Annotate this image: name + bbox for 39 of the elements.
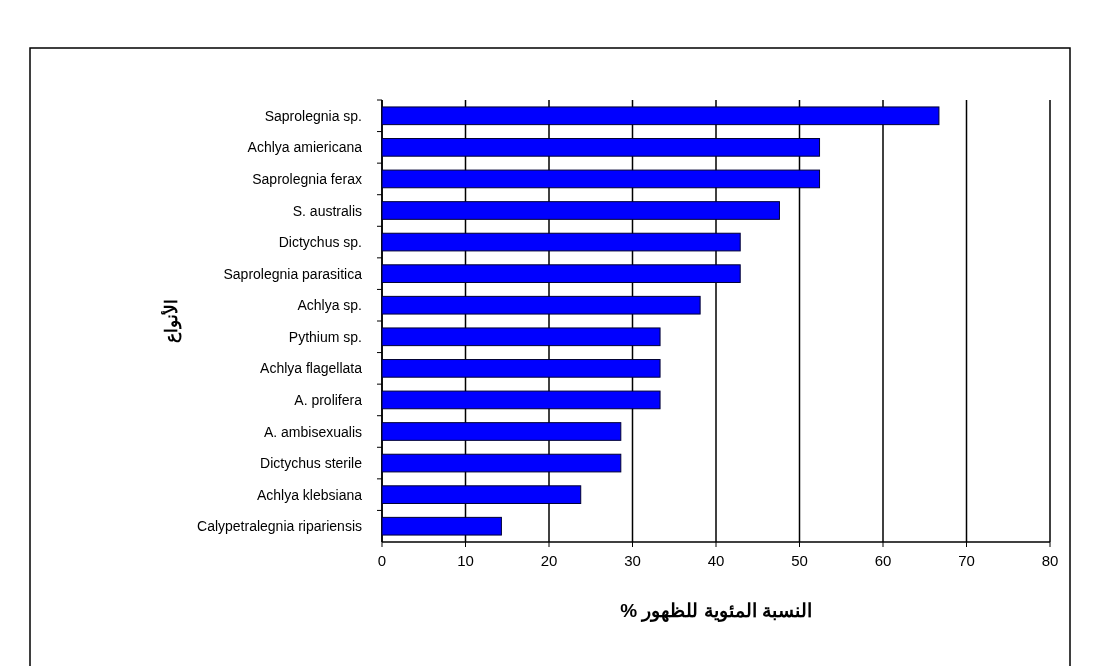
y-axis-title: الأنواع	[160, 299, 182, 343]
y-tick-label: S. australis	[292, 202, 362, 219]
y-tick-label: Pythium sp.	[288, 328, 362, 345]
y-tick-label: Saprolegnia ferax	[252, 170, 362, 187]
bar	[381, 485, 582, 504]
x-tick-label: 10	[457, 552, 474, 569]
bar	[381, 232, 741, 252]
bar	[381, 106, 940, 126]
x-axis-title: النسبة المئوية للظهور %	[620, 600, 812, 622]
bar	[381, 422, 622, 441]
y-tick-label: Dictychus sterile	[260, 455, 363, 472]
x-tick-label: 30	[624, 552, 641, 569]
x-tick-label: 40	[707, 552, 725, 569]
bar	[381, 516, 502, 536]
y-tick-label: Dictychus sp.	[278, 234, 362, 251]
bar	[381, 390, 661, 410]
bar	[381, 138, 821, 157]
x-tick-label: 0	[377, 552, 387, 569]
y-tick-label: Achlya klebsiana	[256, 486, 363, 503]
x-tick-label: 60	[874, 552, 892, 569]
bar	[381, 327, 661, 347]
y-tick-label: Calypetralegnia ripariensis	[197, 518, 362, 535]
y-tick-label: A. prolifera	[294, 391, 363, 408]
bar	[381, 264, 741, 283]
bar	[381, 201, 780, 220]
x-tick-label: 50	[791, 552, 808, 569]
y-tick-label: Saprolegnia sp.	[264, 107, 362, 124]
bar	[381, 169, 821, 189]
y-tick-label: Saprolegnia parasitica	[223, 265, 363, 282]
bar	[381, 453, 622, 473]
y-tick-label: Achlya flagellata	[260, 360, 363, 377]
x-tick-label: 70	[958, 552, 975, 569]
y-tick-label: Achlya sp.	[297, 297, 362, 314]
x-tick-label: 80	[1041, 552, 1059, 569]
bar	[381, 359, 661, 378]
x-tick-label: 20	[540, 552, 558, 569]
y-tick-label: A. ambisexualis	[263, 423, 362, 440]
bar	[381, 295, 701, 315]
y-tick-label: Achlya amiericana	[247, 139, 363, 156]
